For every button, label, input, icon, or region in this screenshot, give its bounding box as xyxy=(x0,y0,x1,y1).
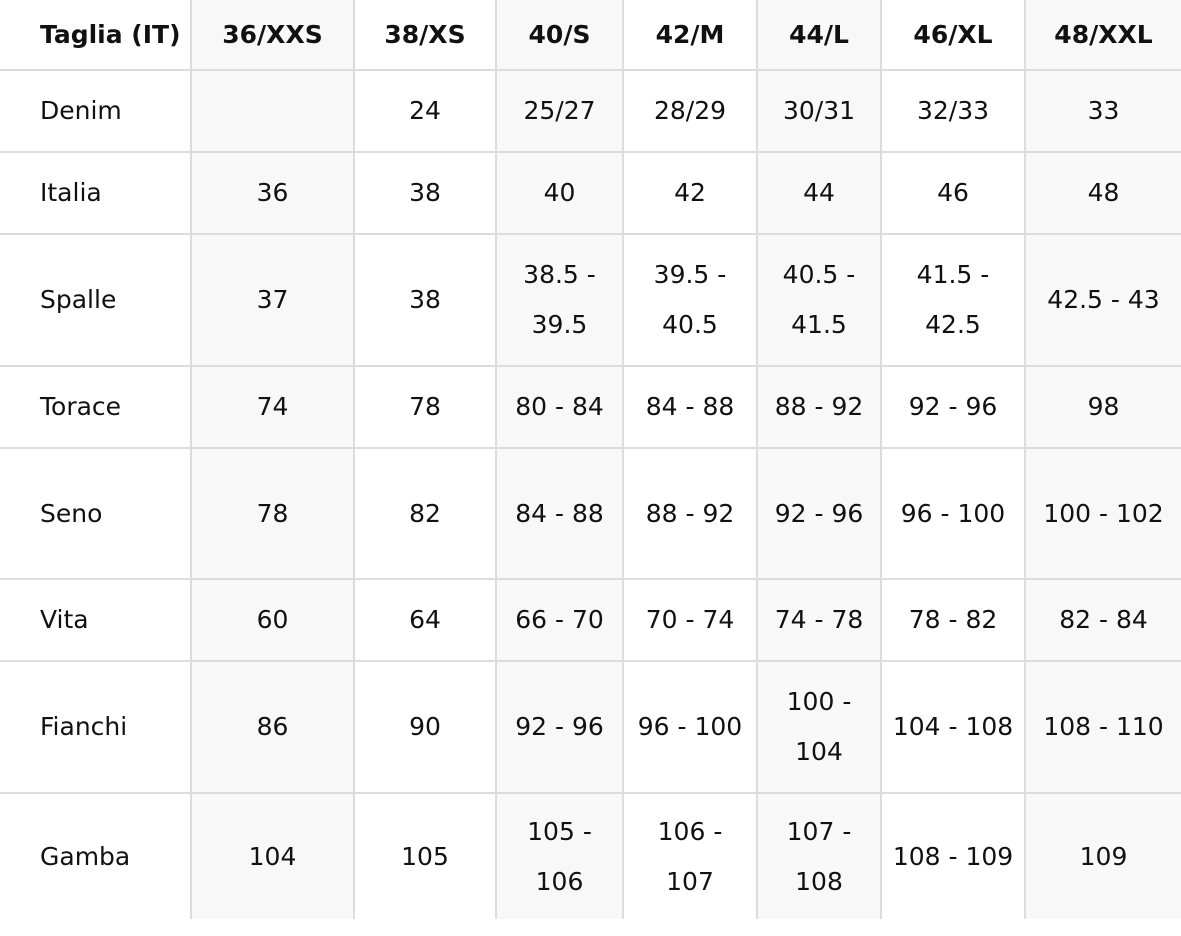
row-label: Italia xyxy=(0,151,192,235)
table-row: Italia 36 38 40 42 44 46 48 xyxy=(0,151,1181,235)
table-row: Gamba 104 105 105 - 106 106 - 107 107 - 108 10… xyxy=(0,792,1181,919)
row-label: Fianchi xyxy=(0,660,192,794)
table-cell: 70 - 74 xyxy=(622,578,758,662)
table-cell: 96 - 100 xyxy=(880,447,1026,580)
table-cell: 108 - 110 xyxy=(1024,660,1181,794)
table-row: Seno 78 82 84 - 88 88 - 92 92 - 96 96 - 100 100… xyxy=(0,447,1181,580)
table-cell: 92 - 96 xyxy=(880,365,1026,449)
table-cell: 88 - 92 xyxy=(622,447,758,580)
table-cell: 38.5 - 39.5 xyxy=(495,233,624,367)
table-cell: 105 - 106 xyxy=(495,792,624,919)
table-cell: 105 xyxy=(353,792,497,919)
table-cell: 78 xyxy=(353,365,497,449)
table-cell: 107 - 108 xyxy=(756,792,882,919)
table-cell: 74 xyxy=(190,365,355,449)
table-row: Fianchi 86 90 92 - 96 96 - 100 100 - 104 104 -… xyxy=(0,660,1181,794)
header-size-column: 40/S xyxy=(495,0,624,71)
row-label: Torace xyxy=(0,365,192,449)
header-size-column: 44/L xyxy=(756,0,882,71)
row-label: Vita xyxy=(0,578,192,662)
table-cell: 104 - 108 xyxy=(880,660,1026,794)
table-cell: 104 xyxy=(190,792,355,919)
table-cell xyxy=(190,69,355,153)
table-cell: 40 xyxy=(495,151,624,235)
table-cell: 92 - 96 xyxy=(495,660,624,794)
table-cell: 28/29 xyxy=(622,69,758,153)
table-cell: 48 xyxy=(1024,151,1181,235)
table-cell: 66 - 70 xyxy=(495,578,624,662)
table-cell: 109 xyxy=(1024,792,1181,919)
table-row: Vita 60 64 66 - 70 70 - 74 74 - 78 78 - 82 82 -… xyxy=(0,578,1181,662)
table-cell: 64 xyxy=(353,578,497,662)
table-cell: 84 - 88 xyxy=(495,447,624,580)
table-cell: 30/31 xyxy=(756,69,882,153)
row-label: Denim xyxy=(0,69,192,153)
table-cell: 37 xyxy=(190,233,355,367)
table-cell: 78 - 82 xyxy=(880,578,1026,662)
table-cell: 96 - 100 xyxy=(622,660,758,794)
table-cell: 90 xyxy=(353,660,497,794)
table-cell: 33 xyxy=(1024,69,1181,153)
table-cell: 41.5 - 42.5 xyxy=(880,233,1026,367)
header-size-column: 46/XL xyxy=(880,0,1026,71)
table-row: Denim 24 25/27 28/29 30/31 32/33 33 xyxy=(0,69,1181,153)
table-cell: 98 xyxy=(1024,365,1181,449)
table-cell: 100 - 102 xyxy=(1024,447,1181,580)
table-cell: 60 xyxy=(190,578,355,662)
table-cell: 38 xyxy=(353,233,497,367)
table-cell: 42 xyxy=(622,151,758,235)
row-label: Spalle xyxy=(0,233,192,367)
table-row: Spalle 37 38 38.5 - 39.5 39.5 - 40.5 40.5 - 4… xyxy=(0,233,1181,367)
table-cell: 42.5 - 43 xyxy=(1024,233,1181,367)
table-cell: 32/33 xyxy=(880,69,1026,153)
row-label: Seno xyxy=(0,447,192,580)
table-cell: 88 - 92 xyxy=(756,365,882,449)
header-size-column: 48/XXL xyxy=(1024,0,1181,71)
header-size-label: Taglia (IT) xyxy=(0,0,192,71)
table-cell: 84 - 88 xyxy=(622,365,758,449)
table-cell: 40.5 - 41.5 xyxy=(756,233,882,367)
table-cell: 80 - 84 xyxy=(495,365,624,449)
table-cell: 44 xyxy=(756,151,882,235)
table-cell: 38 xyxy=(353,151,497,235)
table-cell: 36 xyxy=(190,151,355,235)
header-row: Taglia (IT) 36/XXS 38/XS 40/S 42/M 44/L 46/XL 4… xyxy=(0,0,1181,71)
table-cell: 78 xyxy=(190,447,355,580)
table-cell: 82 - 84 xyxy=(1024,578,1181,662)
header-size-column: 36/XXS xyxy=(190,0,355,71)
table-cell: 25/27 xyxy=(495,69,624,153)
table-cell: 86 xyxy=(190,660,355,794)
table-row: Torace 74 78 80 - 84 84 - 88 88 - 92 92 - 96 98 xyxy=(0,365,1181,449)
table-cell: 92 - 96 xyxy=(756,447,882,580)
table-cell: 24 xyxy=(353,69,497,153)
row-label: Gamba xyxy=(0,792,192,919)
table-cell: 100 - 104 xyxy=(756,660,882,794)
table-cell: 106 - 107 xyxy=(622,792,758,919)
table-cell: 46 xyxy=(880,151,1026,235)
table-cell: 39.5 - 40.5 xyxy=(622,233,758,367)
table-cell: 82 xyxy=(353,447,497,580)
header-size-column: 42/M xyxy=(622,0,758,71)
header-size-column: 38/XS xyxy=(353,0,497,71)
table-cell: 108 - 109 xyxy=(880,792,1026,919)
table-cell: 74 - 78 xyxy=(756,578,882,662)
